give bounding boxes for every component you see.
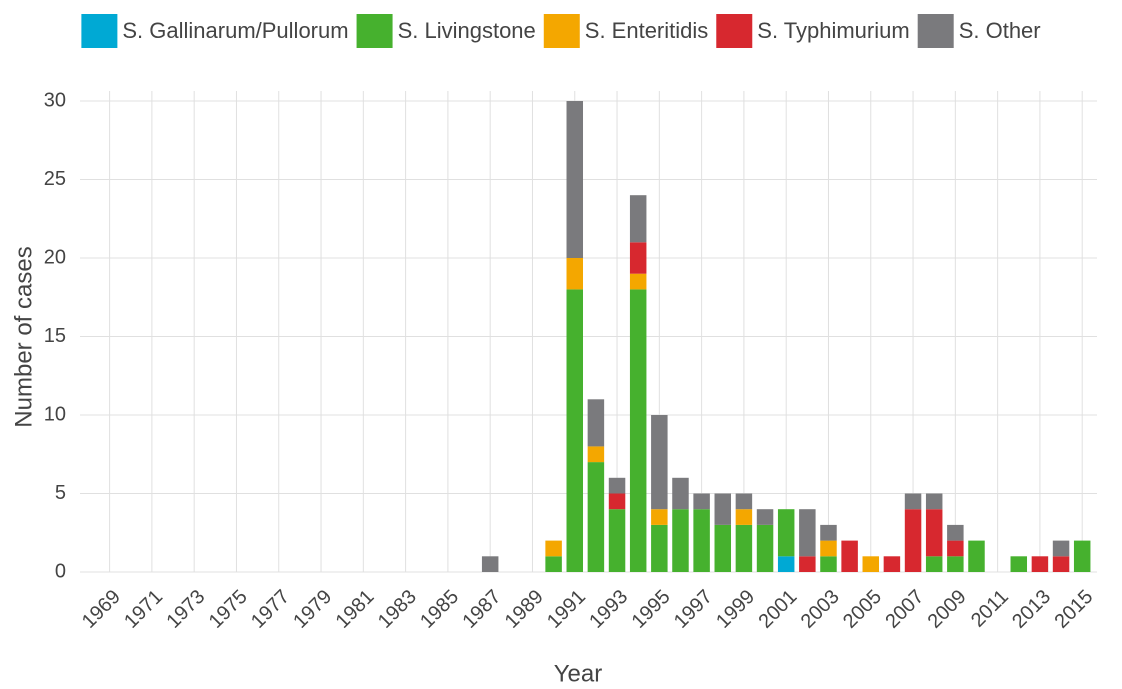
x-tick-label: 2009 xyxy=(924,586,971,633)
legend: S. Gallinarum/Pullorum S. Livingstone S. E… xyxy=(81,14,1041,48)
legend-swatch xyxy=(81,14,118,48)
bar xyxy=(545,540,562,557)
x-tick-label: 1975 xyxy=(205,586,252,633)
legend-swatch xyxy=(716,14,753,48)
legend-label: S. Other xyxy=(959,18,1041,43)
bar xyxy=(608,509,626,572)
x-tick-label: 2015 xyxy=(1050,586,1097,633)
bar xyxy=(756,509,774,525)
bar xyxy=(820,524,837,541)
legend-swatch xyxy=(356,14,393,48)
y-axis-title: Number of cases xyxy=(10,246,37,427)
bar xyxy=(629,289,647,572)
x-tick-label: 1995 xyxy=(628,586,675,633)
x-tick-label: 1969 xyxy=(78,586,125,633)
bar xyxy=(608,493,626,510)
bar xyxy=(651,415,668,510)
legend-label: S. Gallinarum/Pullorum xyxy=(122,18,348,43)
bar xyxy=(545,556,562,572)
bar xyxy=(566,258,584,290)
x-tick-label: 1997 xyxy=(670,586,717,633)
legend-swatch xyxy=(917,14,954,48)
x-tick-label: 1979 xyxy=(289,586,336,633)
bar xyxy=(883,556,901,572)
bar xyxy=(1031,556,1049,572)
bar xyxy=(651,524,668,572)
legend-label: S. Livingstone xyxy=(398,18,536,43)
legend-label: S. Typhimurium xyxy=(757,18,909,43)
x-tick-label: 2005 xyxy=(839,586,886,633)
legend-swatch xyxy=(543,14,580,48)
y-tick-label: 30 xyxy=(44,89,66,111)
bar xyxy=(566,289,584,572)
x-tick-label: 2001 xyxy=(754,586,801,633)
bar xyxy=(947,524,964,541)
bar xyxy=(566,101,584,258)
bar xyxy=(925,509,943,557)
bar xyxy=(629,195,647,243)
x-tick-label: 1991 xyxy=(543,586,590,633)
bar xyxy=(841,540,858,572)
bar xyxy=(693,493,710,510)
x-tick-label: 2011 xyxy=(967,586,1013,632)
x-tick-label: 1983 xyxy=(374,586,421,633)
bar xyxy=(1052,556,1070,572)
bar xyxy=(820,556,837,572)
x-tick-label: 2007 xyxy=(881,586,928,633)
bar xyxy=(587,399,605,447)
bar xyxy=(904,493,922,510)
bar xyxy=(672,477,689,510)
bar xyxy=(629,242,647,274)
y-tick-label: 20 xyxy=(44,246,66,268)
bar xyxy=(925,493,943,510)
x-tick-label: 1973 xyxy=(162,586,209,633)
x-tick-label: 1999 xyxy=(712,586,759,633)
x-tick-label: 1977 xyxy=(247,586,294,633)
x-axis-title: Year xyxy=(554,660,603,687)
bar xyxy=(777,556,795,572)
bar xyxy=(629,273,647,290)
bar xyxy=(735,493,753,510)
bar xyxy=(1052,540,1070,557)
bar xyxy=(714,493,732,525)
y-tick-label: 5 xyxy=(55,482,66,504)
x-tick-label: 2003 xyxy=(797,586,844,633)
bar xyxy=(862,556,880,572)
bar xyxy=(481,556,499,572)
y-tick-label: 10 xyxy=(44,403,66,425)
x-tick-label: 1971 xyxy=(120,586,167,633)
y-tick-label: 25 xyxy=(44,168,66,190)
bar xyxy=(672,509,689,572)
bar xyxy=(735,509,753,525)
bar xyxy=(904,509,922,572)
y-tick-label: 15 xyxy=(44,325,66,347)
bar xyxy=(799,509,816,557)
bar xyxy=(947,556,964,572)
bar xyxy=(651,509,668,525)
bar xyxy=(925,556,943,572)
bar xyxy=(735,524,753,572)
bar xyxy=(714,524,732,572)
x-tick-label: 1985 xyxy=(416,586,463,633)
bar xyxy=(1073,540,1091,572)
x-tick-label: 2013 xyxy=(1008,586,1055,633)
bar xyxy=(947,540,964,557)
x-tick-label: 1989 xyxy=(501,586,548,633)
x-tick-label: 1981 xyxy=(332,586,379,633)
x-tick-label: 1987 xyxy=(458,586,505,633)
bar xyxy=(693,509,710,572)
bar xyxy=(1010,556,1028,572)
bar xyxy=(608,477,626,494)
bar xyxy=(587,462,605,572)
bar xyxy=(756,524,774,572)
x-tick-label: 1993 xyxy=(585,586,632,633)
bar xyxy=(799,556,816,572)
bar xyxy=(587,446,605,463)
bar xyxy=(820,540,837,557)
bar xyxy=(968,540,985,572)
legend-label: S. Enteritidis xyxy=(585,18,709,43)
y-tick-label: 0 xyxy=(55,560,66,582)
bar xyxy=(777,509,795,557)
